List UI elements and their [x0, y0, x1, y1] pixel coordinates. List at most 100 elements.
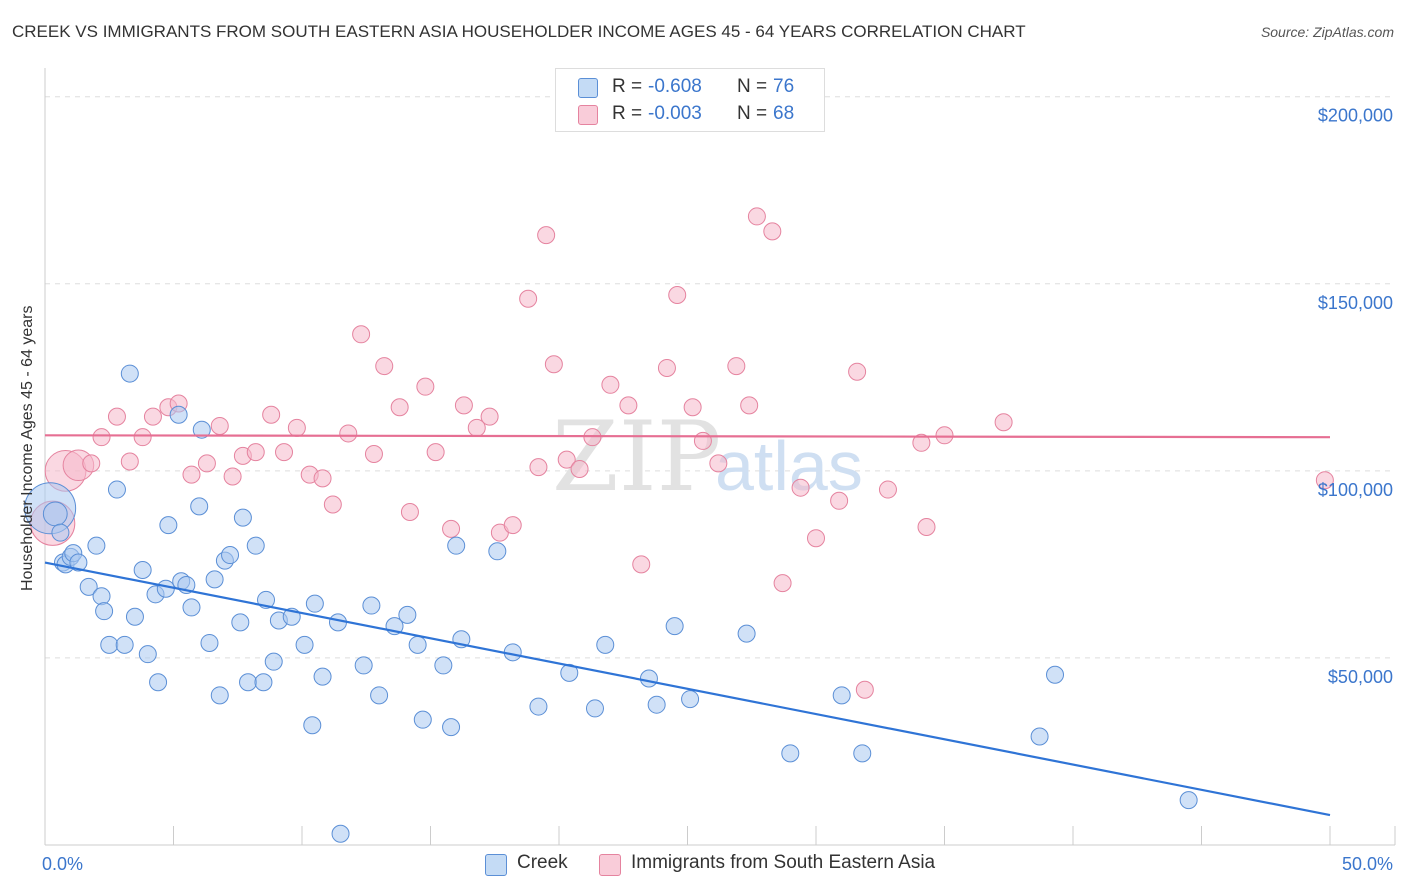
immigrants-point [912, 433, 931, 452]
creek-point [529, 697, 548, 716]
creek-point [182, 598, 201, 617]
creek-point [408, 635, 427, 654]
immigrants-point [791, 478, 810, 497]
immigrants-point [570, 459, 589, 478]
creek-point [331, 824, 350, 843]
creek-point [125, 607, 144, 626]
creek-point [639, 669, 658, 688]
immigrants-point [740, 396, 759, 415]
immigrants-point [223, 467, 242, 486]
immigrants-point [830, 491, 849, 510]
immigrants-point [935, 426, 954, 445]
chart-title: CREEK VS IMMIGRANTS FROM SOUTH EASTERN A… [12, 22, 1026, 41]
creek-point [221, 546, 240, 565]
creek-point [69, 553, 88, 572]
immigrants-point [878, 480, 897, 499]
immigrants-point [537, 226, 556, 245]
immigrants-point [848, 362, 867, 381]
creek-point [362, 596, 381, 615]
axes [44, 68, 1396, 846]
immigrants-point [1315, 471, 1334, 490]
creek-point [295, 635, 314, 654]
creek-points [24, 364, 1198, 843]
y-tick-label: $50,000 [1328, 667, 1393, 687]
immigrants-point [339, 424, 358, 443]
legend-r-label: R = [612, 76, 643, 97]
creek-swatch [578, 78, 598, 98]
creek-point [156, 579, 175, 598]
immigrants-point [807, 529, 825, 548]
immigrants-point [107, 407, 126, 426]
legend-n-label: N = [737, 76, 768, 97]
immigrants-point [287, 418, 306, 437]
creek-point [264, 652, 283, 671]
immigrants-point [693, 431, 712, 450]
creek-trend-line [44, 561, 1331, 817]
immigrants-point [529, 458, 548, 477]
creek-point [413, 710, 432, 729]
y-tick-label: $150,000 [1318, 293, 1393, 313]
y-axis-label-text: Householder Income Ages 45 - 64 years [19, 305, 36, 592]
legend-r-value: -0.608 [648, 76, 702, 97]
y-tick-labels: $50,000 $100,000 $150,000 $200,000 [1318, 106, 1393, 687]
creek-point [51, 523, 70, 542]
creek-point [120, 364, 139, 383]
immigrants-point [544, 355, 563, 374]
x-tick-labels: 0.0% 50.0% [42, 854, 1393, 874]
immigrants-point [197, 454, 216, 473]
creek-point [239, 673, 258, 692]
watermark-zip: ZIP [552, 401, 721, 513]
creek-point [107, 480, 126, 499]
creek-point [149, 673, 168, 692]
immigrants-point [442, 519, 461, 538]
legend-n-value: 76 [773, 76, 795, 97]
creek-point [596, 635, 615, 654]
immigrants-point [182, 465, 201, 484]
creek-swatch [485, 854, 507, 876]
y-axis-label: Householder Income Ages 45 - 64 years [4, 306, 54, 592]
legend-n-value: 68 [773, 103, 795, 124]
x-tick-label: 0.0% [42, 854, 83, 874]
immigrants-point [519, 289, 538, 308]
immigrants-point [390, 398, 409, 417]
immigrants-point [683, 398, 702, 417]
creek-point [233, 508, 252, 527]
immigrants-point [480, 407, 499, 426]
creek-point [92, 587, 111, 606]
immigrants-point [632, 555, 651, 574]
creek-point [169, 405, 188, 424]
trend-lines [44, 434, 1331, 817]
creek-point [190, 497, 209, 516]
creek-point [254, 673, 273, 692]
creek-point [434, 656, 453, 675]
legend-n-label: N = [737, 103, 768, 124]
immigrants-point [709, 454, 728, 473]
creek-point [200, 633, 219, 652]
creek-point [138, 645, 157, 664]
immigrants-point [323, 495, 342, 514]
creek-point [737, 624, 756, 643]
creek-point [115, 635, 134, 654]
immigrants-point [416, 377, 435, 396]
creek-point [781, 744, 800, 763]
immigrants-point [747, 207, 766, 226]
stats-legend: R = -0.608 N = 76 R = -0.003 N = 68 [555, 68, 825, 132]
creek-point [1030, 727, 1049, 746]
creek-point [192, 420, 211, 439]
immigrants-point [246, 443, 265, 462]
creek-point [853, 744, 872, 763]
creek-point [210, 686, 229, 705]
immigrants-point [994, 413, 1013, 432]
creek-point [665, 617, 684, 636]
immigrants-point [855, 680, 874, 699]
creek-point [447, 536, 466, 555]
immigrants-point [657, 358, 676, 377]
creek-point [560, 663, 579, 682]
creek-point [832, 686, 851, 705]
creek-point [488, 542, 507, 561]
immigrants-trend-line [44, 434, 1331, 439]
creek-point [398, 605, 417, 624]
immigrants-point [210, 416, 229, 435]
immigrants-point [454, 396, 473, 415]
